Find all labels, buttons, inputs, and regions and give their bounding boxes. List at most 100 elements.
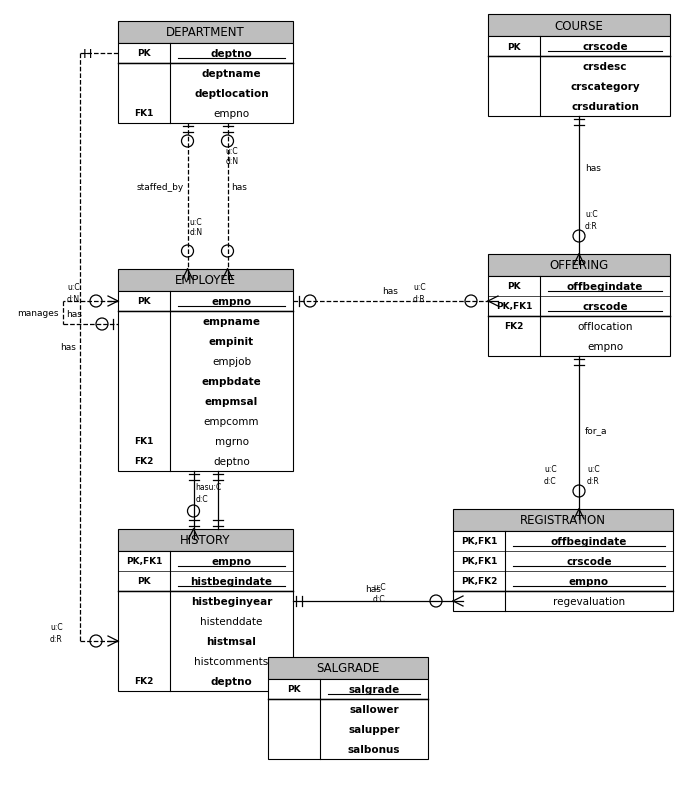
Text: deptno: deptno xyxy=(210,49,253,59)
Text: PK: PK xyxy=(507,43,521,51)
Bar xyxy=(118,44,293,64)
Text: u:C: u:C xyxy=(190,217,202,227)
Bar xyxy=(453,532,673,591)
Text: regevaluation: regevaluation xyxy=(553,596,625,606)
Bar xyxy=(488,15,670,37)
Text: histenddate: histenddate xyxy=(200,616,263,626)
Text: u:C: u:C xyxy=(373,582,386,591)
Bar xyxy=(118,64,293,124)
Text: crscategory: crscategory xyxy=(570,82,640,92)
Bar xyxy=(488,255,670,277)
Text: has: has xyxy=(365,585,381,593)
Text: d:R: d:R xyxy=(50,634,63,643)
Text: crscode: crscode xyxy=(566,557,612,566)
Text: empname: empname xyxy=(202,317,261,326)
Bar xyxy=(268,657,428,679)
Text: empno: empno xyxy=(213,109,250,119)
Text: crsduration: crsduration xyxy=(571,102,639,111)
Text: staffed_by: staffed_by xyxy=(136,182,184,191)
Bar xyxy=(118,22,293,44)
Text: offlocation: offlocation xyxy=(578,322,633,331)
Text: offbegindate: offbegindate xyxy=(566,282,643,292)
Bar xyxy=(118,591,293,691)
Text: histbegindate: histbegindate xyxy=(190,577,273,586)
Text: offbegindate: offbegindate xyxy=(551,537,627,546)
Bar xyxy=(118,551,293,591)
Text: sallower: sallower xyxy=(349,704,399,714)
Text: mgrno: mgrno xyxy=(215,436,248,447)
Bar xyxy=(118,292,293,312)
Text: deptlocation: deptlocation xyxy=(194,89,269,99)
Text: u:C: u:C xyxy=(67,282,79,292)
Bar xyxy=(453,591,673,611)
Text: empno: empno xyxy=(211,297,252,306)
Text: SALGRADE: SALGRADE xyxy=(316,662,380,674)
Text: d:C: d:C xyxy=(373,594,386,603)
Text: salbonus: salbonus xyxy=(348,744,400,754)
Text: u:C: u:C xyxy=(544,464,557,473)
Text: hasu:C: hasu:C xyxy=(195,482,221,492)
Text: PK: PK xyxy=(507,282,521,291)
Text: OFFERING: OFFERING xyxy=(549,259,609,272)
Text: histbeginyear: histbeginyear xyxy=(191,596,272,606)
Text: empcomm: empcomm xyxy=(204,416,259,427)
Text: d:R: d:R xyxy=(585,221,598,231)
Text: empmsal: empmsal xyxy=(205,396,258,407)
Text: for_a: for_a xyxy=(585,426,607,435)
Text: deptno: deptno xyxy=(210,676,253,687)
Text: PK,FK1: PK,FK1 xyxy=(496,302,532,311)
Text: u:C: u:C xyxy=(587,464,600,473)
Text: crscode: crscode xyxy=(582,42,628,52)
Bar xyxy=(488,317,670,357)
Text: FK1: FK1 xyxy=(135,437,154,446)
Text: HISTORY: HISTORY xyxy=(180,534,230,547)
Text: COURSE: COURSE xyxy=(555,19,604,32)
Bar xyxy=(118,312,293,472)
Bar xyxy=(118,529,293,551)
Bar xyxy=(268,679,428,699)
Text: FK2: FK2 xyxy=(504,322,524,331)
Text: deptno: deptno xyxy=(213,456,250,467)
Bar xyxy=(488,57,670,117)
Text: u:C: u:C xyxy=(226,147,238,156)
Bar xyxy=(118,269,293,292)
Text: d:N: d:N xyxy=(190,228,203,237)
Text: crsdesc: crsdesc xyxy=(583,62,627,72)
Text: PK: PK xyxy=(137,297,151,306)
Text: crscode: crscode xyxy=(582,302,628,312)
Text: EMPLOYEE: EMPLOYEE xyxy=(175,274,236,287)
Text: u:C: u:C xyxy=(413,282,426,292)
Text: manages: manages xyxy=(17,309,59,318)
Text: histcomments: histcomments xyxy=(195,656,268,666)
Text: u:C: u:C xyxy=(50,622,63,631)
Text: empbdate: empbdate xyxy=(201,376,262,387)
Text: DEPARTMENT: DEPARTMENT xyxy=(166,26,245,39)
Text: PK: PK xyxy=(287,685,301,694)
Text: FK1: FK1 xyxy=(135,109,154,119)
Text: salgrade: salgrade xyxy=(348,684,400,695)
Text: has: has xyxy=(60,343,76,352)
Text: H: H xyxy=(83,47,92,60)
Text: empinit: empinit xyxy=(209,337,254,346)
Text: PK,FK1: PK,FK1 xyxy=(126,557,162,565)
Text: u:C: u:C xyxy=(585,210,598,219)
Text: PK,FK1: PK,FK1 xyxy=(461,537,497,546)
Text: REGISTRATION: REGISTRATION xyxy=(520,514,606,527)
Text: FK2: FK2 xyxy=(135,457,154,466)
Text: PK,FK1: PK,FK1 xyxy=(461,557,497,565)
Text: has: has xyxy=(232,182,248,191)
Text: has: has xyxy=(585,164,601,172)
Text: salupper: salupper xyxy=(348,724,400,734)
Text: PK: PK xyxy=(137,50,151,59)
Text: empno: empno xyxy=(211,557,252,566)
Bar xyxy=(488,37,670,57)
Text: empno: empno xyxy=(569,577,609,586)
Text: empno: empno xyxy=(587,342,623,351)
Text: d:C: d:C xyxy=(544,476,557,485)
Text: has: has xyxy=(382,286,398,296)
Bar xyxy=(453,509,673,532)
Bar xyxy=(268,699,428,759)
Text: d:R: d:R xyxy=(413,294,426,304)
Text: PK,FK2: PK,FK2 xyxy=(461,577,497,585)
Text: histmsal: histmsal xyxy=(206,636,257,646)
